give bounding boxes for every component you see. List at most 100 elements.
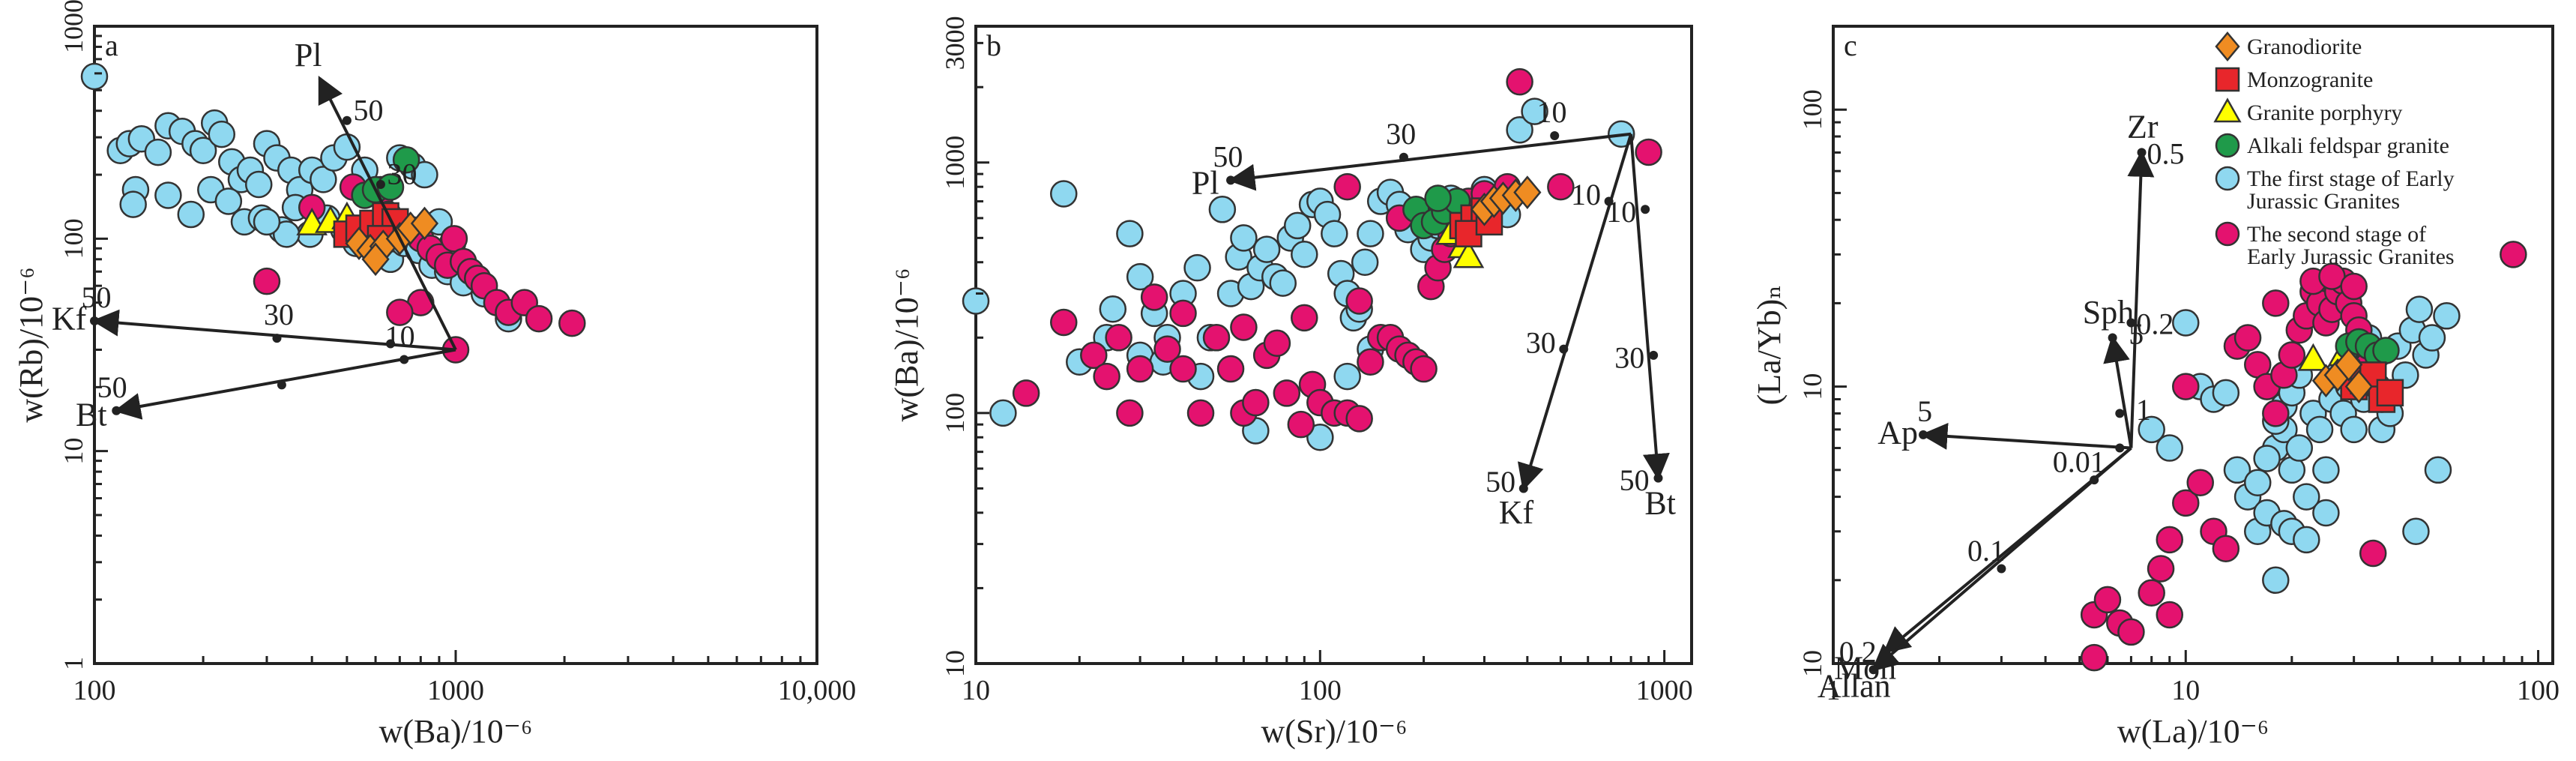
first-stage-point xyxy=(2223,456,2251,484)
second-stage-point xyxy=(2500,241,2527,268)
x-tick-label: 1000 xyxy=(427,675,484,706)
panel-b-label: b xyxy=(986,28,1001,62)
y-tick-label: 100 xyxy=(940,393,970,433)
vector-tick-dot xyxy=(2115,409,2125,418)
first-stage-point xyxy=(154,181,182,209)
first-stage-point xyxy=(2285,434,2314,462)
legend-label-line: Granodiorite xyxy=(2247,34,2362,59)
vector-tick-label: 50 xyxy=(1213,140,1243,174)
vector-tick-dot xyxy=(1604,196,1614,206)
second-stage-point xyxy=(525,304,553,333)
first-stage-point xyxy=(119,190,147,218)
second-stage-point xyxy=(558,309,586,337)
second-stage-point xyxy=(1169,355,1197,383)
legend-label-line: Granite porphyry xyxy=(2247,100,2402,125)
vector-tick-label: 30 xyxy=(1526,325,1556,359)
panel-c-y-ticks: 10 10 100 xyxy=(1797,25,1847,677)
first-stage-point xyxy=(177,200,205,229)
vector-line-bt xyxy=(113,348,456,420)
y-tick-label: 1000 xyxy=(58,0,88,53)
second-stage-point xyxy=(2172,489,2200,517)
first-stage-point xyxy=(1099,295,1127,323)
second-stage-point xyxy=(1506,67,1533,96)
first-stage-point xyxy=(2433,302,2461,330)
panel-c-frame xyxy=(1832,25,2554,665)
vector-tick-dot xyxy=(272,334,282,343)
first-stage-point xyxy=(310,166,337,193)
x-tick-label: 100 xyxy=(2517,675,2560,706)
vector-line-zr xyxy=(2127,149,2155,448)
vector-tick-label: 5 xyxy=(1917,394,1932,428)
vector-line-pl xyxy=(318,75,457,351)
vector-tick-dot xyxy=(277,380,286,390)
panel-a-x-ticks: 100 1000 10,000 xyxy=(73,650,856,706)
legend-marker-granodiorite xyxy=(2215,31,2240,61)
first-stage-point xyxy=(2418,324,2446,352)
x-tick-label: 1000 xyxy=(1636,675,1693,706)
second-stage-point xyxy=(2278,341,2306,369)
first-stage-point xyxy=(2424,456,2452,484)
vector-label-sph: Sph xyxy=(2083,294,2134,331)
first-stage-point xyxy=(1506,115,1533,144)
second-stage-point xyxy=(1126,355,1154,383)
y-tick-label: 1000 xyxy=(940,136,970,190)
first-stage-point xyxy=(208,120,236,148)
granite-porphyry-point xyxy=(1453,240,1485,268)
legend-label-line: Alkali feldspar granite xyxy=(2247,133,2449,158)
legend-label-line: Jurassic Granites xyxy=(2247,189,2400,214)
vector-tick-dot xyxy=(386,339,396,349)
first-stage-point xyxy=(2244,469,2272,496)
second-stage-point xyxy=(1169,299,1197,328)
second-stage-point xyxy=(2138,579,2165,607)
first-stage-point xyxy=(1208,196,1237,223)
vector-tick-dot xyxy=(1649,350,1659,360)
vector-tick-label: 30 xyxy=(1386,117,1416,151)
second-stage-point xyxy=(253,267,281,295)
second-stage-point xyxy=(1050,308,1078,337)
vector-tick-dot xyxy=(1641,205,1650,214)
second-stage-point xyxy=(1547,172,1575,201)
second-stage-point xyxy=(1186,399,1215,427)
vector-tick-dot xyxy=(1653,473,1663,483)
first-stage-point xyxy=(2172,309,2200,337)
panel-b-points xyxy=(962,67,1662,451)
second-stage-point xyxy=(1116,399,1144,427)
second-stage-point xyxy=(1357,348,1384,376)
first-stage-point xyxy=(1333,362,1361,391)
first-stage-point xyxy=(2402,517,2430,546)
y-tick-label: 3000 xyxy=(940,16,970,70)
vector-tick-label: 1 xyxy=(2136,393,2151,427)
vector-label-zr: Zr xyxy=(2127,108,2159,145)
second-stage-point xyxy=(1287,410,1315,439)
vector-tick-dot xyxy=(1559,344,1569,354)
first-stage-point xyxy=(2253,445,2281,472)
second-stage-point xyxy=(1105,324,1132,352)
granodiorite-point xyxy=(410,206,439,241)
first-stage-point xyxy=(2312,499,2340,527)
first-stage-point xyxy=(989,399,1017,427)
vector-tick-label: 50 xyxy=(1485,465,1515,499)
legend-marker-alkali-feldspar xyxy=(2215,133,2240,158)
panel-a-points xyxy=(80,62,586,364)
vector-tick-label: 50 xyxy=(1620,463,1650,497)
vector-tick-dot xyxy=(1226,175,1236,185)
panel-c-x-axis-title: w(La)/10⁻⁶ xyxy=(2117,713,2269,750)
first-stage-point xyxy=(1306,424,1334,451)
vector-tick-label: 50 xyxy=(354,93,384,127)
granodiorite-point xyxy=(2344,370,2373,403)
second-stage-point xyxy=(1242,388,1270,417)
vector-tick-dot xyxy=(1868,665,1878,675)
vector-tick-label: 30 xyxy=(387,157,417,191)
vector-tick-label: 0.01 xyxy=(2053,445,2105,479)
first-stage-point xyxy=(962,287,990,315)
panel-b-x-axis-title: w(Sr)/10⁻⁶ xyxy=(1261,713,1408,750)
first-stage-point xyxy=(144,138,172,166)
first-stage-point xyxy=(2405,295,2434,323)
vector-tick-dot xyxy=(1997,564,2006,574)
second-stage-point xyxy=(1230,313,1258,341)
second-stage-point xyxy=(1333,172,1361,201)
